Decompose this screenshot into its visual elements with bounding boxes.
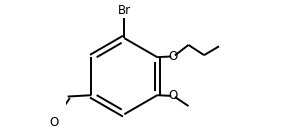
Text: Br: Br (118, 4, 131, 17)
Text: O: O (168, 50, 177, 63)
Text: O: O (49, 116, 59, 129)
Text: O: O (168, 89, 177, 102)
